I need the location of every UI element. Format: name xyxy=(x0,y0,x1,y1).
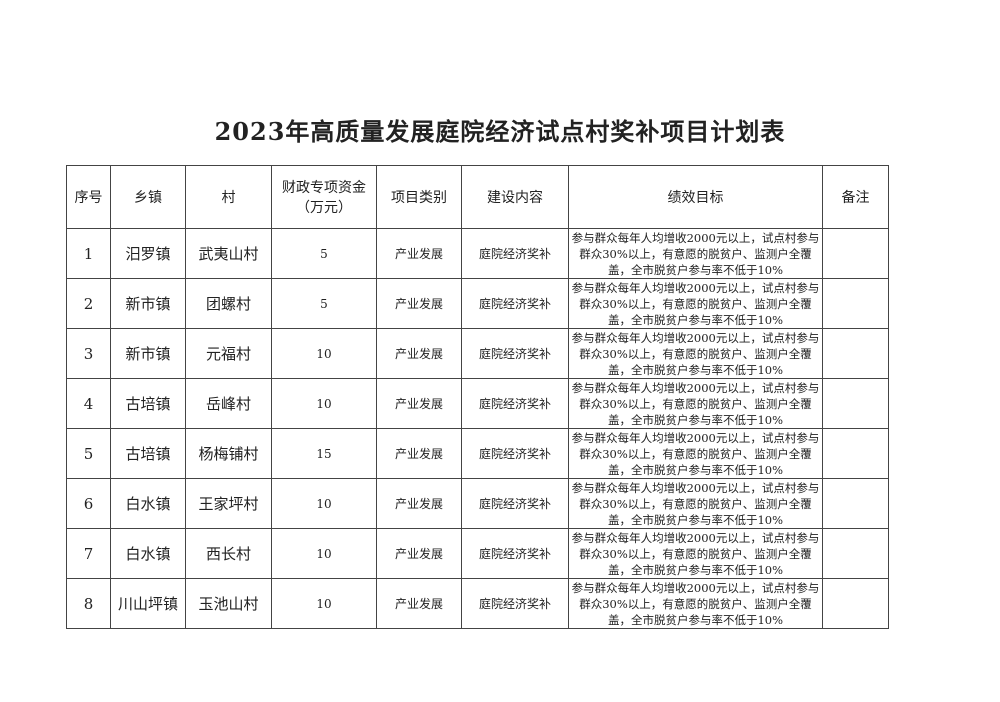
row-goal: 参与群众每年人均增收2000元以上，试点村参与群众30%以上，有意愿的脱贫户、监… xyxy=(568,378,823,429)
row-town: 汨罗镇 xyxy=(110,228,186,279)
row-note xyxy=(822,228,889,279)
row-town: 白水镇 xyxy=(110,528,186,579)
row-fund: 10 xyxy=(271,328,377,379)
row-fund: 10 xyxy=(271,378,377,429)
row-town: 新市镇 xyxy=(110,278,186,329)
row-content: 庭院经济奖补 xyxy=(461,228,569,279)
row-note xyxy=(822,378,889,429)
row-category: 产业发展 xyxy=(376,478,462,529)
row-fund: 15 xyxy=(271,428,377,479)
header-fund-line1: 财政专项资金 xyxy=(282,180,366,196)
row-village: 元福村 xyxy=(185,328,272,379)
header-goal: 绩效目标 xyxy=(568,165,823,229)
row-fund: 10 xyxy=(271,578,377,629)
row-content: 庭院经济奖补 xyxy=(461,578,569,629)
table-row: 2 新市镇 团螺村 5 产业发展 庭院经济奖补 参与群众每年人均增收2000元以上，试点村参… xyxy=(66,278,889,329)
row-category: 产业发展 xyxy=(376,578,462,629)
header-town: 乡镇 xyxy=(110,165,186,229)
row-category: 产业发展 xyxy=(376,328,462,379)
header-category: 项目类别 xyxy=(376,165,462,229)
row-town: 川山坪镇 xyxy=(110,578,186,629)
row-village: 武夷山村 xyxy=(185,228,272,279)
header-note: 备注 xyxy=(822,165,889,229)
row-no: 6 xyxy=(66,478,111,529)
row-village: 杨梅铺村 xyxy=(185,428,272,479)
table-row: 4 古培镇 岳峰村 10 产业发展 庭院经济奖补 参与群众每年人均增收2000元以上，试点村… xyxy=(66,378,889,429)
header-village: 村 xyxy=(185,165,272,229)
table-row: 5 古培镇 杨梅铺村 15 产业发展 庭院经济奖补 参与群众每年人均增收2000元以上，试点… xyxy=(66,428,889,479)
table-row: 3 新市镇 元福村 10 产业发展 庭院经济奖补 参与群众每年人均增收2000元以上，试点村… xyxy=(66,328,889,379)
header-content: 建设内容 xyxy=(461,165,569,229)
row-goal: 参与群众每年人均增收2000元以上，试点村参与群众30%以上，有意愿的脱贫户、监… xyxy=(568,528,823,579)
row-content: 庭院经济奖补 xyxy=(461,328,569,379)
row-no: 4 xyxy=(66,378,111,429)
project-plan-table: 序号 乡镇 村 财政专项资金 （万元） 项目类别 建设内容 绩效目标 备注 1 汨罗… xyxy=(66,165,889,629)
row-content: 庭院经济奖补 xyxy=(461,278,569,329)
row-fund: 5 xyxy=(271,278,377,329)
table-row: 7 白水镇 西长村 10 产业发展 庭院经济奖补 参与群众每年人均增收2000元以上，试点村… xyxy=(66,528,889,579)
row-content: 庭院经济奖补 xyxy=(461,378,569,429)
row-goal: 参与群众每年人均增收2000元以上，试点村参与群众30%以上，有意愿的脱贫户、监… xyxy=(568,228,823,279)
row-fund: 10 xyxy=(271,528,377,579)
row-village: 王家坪村 xyxy=(185,478,272,529)
row-village: 玉池山村 xyxy=(185,578,272,629)
row-no: 2 xyxy=(66,278,111,329)
row-no: 7 xyxy=(66,528,111,579)
row-no: 3 xyxy=(66,328,111,379)
row-goal: 参与群众每年人均增收2000元以上，试点村参与群众30%以上，有意愿的脱贫户、监… xyxy=(568,428,823,479)
row-fund: 10 xyxy=(271,478,377,529)
row-goal: 参与群众每年人均增收2000元以上，试点村参与群众30%以上，有意愿的脱贫户、监… xyxy=(568,278,823,329)
header-no: 序号 xyxy=(66,165,111,229)
row-note xyxy=(822,328,889,379)
table-row: 6 白水镇 王家坪村 10 产业发展 庭院经济奖补 参与群众每年人均增收2000元以上，试点… xyxy=(66,478,889,529)
row-goal: 参与群众每年人均增收2000元以上，试点村参与群众30%以上，有意愿的脱贫户、监… xyxy=(568,328,823,379)
table-row: 1 汨罗镇 武夷山村 5 产业发展 庭院经济奖补 参与群众每年人均增收2000元以上，试点村… xyxy=(66,228,889,279)
row-note xyxy=(822,428,889,479)
row-town: 新市镇 xyxy=(110,328,186,379)
row-no: 5 xyxy=(66,428,111,479)
row-category: 产业发展 xyxy=(376,528,462,579)
row-note xyxy=(822,578,889,629)
row-village: 团螺村 xyxy=(185,278,272,329)
row-category: 产业发展 xyxy=(376,228,462,279)
row-category: 产业发展 xyxy=(376,278,462,329)
row-note xyxy=(822,478,889,529)
row-no: 1 xyxy=(66,228,111,279)
row-category: 产业发展 xyxy=(376,378,462,429)
row-village: 岳峰村 xyxy=(185,378,272,429)
row-note xyxy=(822,528,889,579)
row-village: 西长村 xyxy=(185,528,272,579)
row-content: 庭院经济奖补 xyxy=(461,478,569,529)
row-fund: 5 xyxy=(271,228,377,279)
header-fund-line2: （万元） xyxy=(296,200,352,216)
row-content: 庭院经济奖补 xyxy=(461,528,569,579)
row-town: 白水镇 xyxy=(110,478,186,529)
row-content: 庭院经济奖补 xyxy=(461,428,569,479)
header-fund: 财政专项资金 （万元） xyxy=(271,165,377,229)
row-goal: 参与群众每年人均增收2000元以上，试点村参与群众30%以上，有意愿的脱贫户、监… xyxy=(568,478,823,529)
row-town: 古培镇 xyxy=(110,428,186,479)
row-goal: 参与群众每年人均增收2000元以上，试点村参与群众30%以上，有意愿的脱贫户、监… xyxy=(568,578,823,629)
row-note xyxy=(822,278,889,329)
row-category: 产业发展 xyxy=(376,428,462,479)
row-town: 古培镇 xyxy=(110,378,186,429)
document-title: 2023年高质量发展庭院经济试点村奖补项目计划表 xyxy=(214,117,786,146)
table-row: 8 川山坪镇 玉池山村 10 产业发展 庭院经济奖补 参与群众每年人均增收2000元以上，试… xyxy=(66,578,889,629)
row-no: 8 xyxy=(66,578,111,629)
table-header-row: 序号 乡镇 村 财政专项资金 （万元） 项目类别 建设内容 绩效目标 备注 xyxy=(66,165,889,229)
